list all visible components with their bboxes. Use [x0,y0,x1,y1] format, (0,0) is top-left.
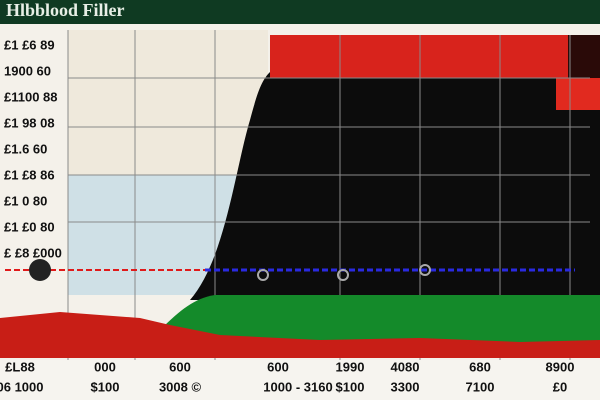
x-label: 3300 [391,379,420,394]
beige-panel [68,30,268,175]
y-label: £1 £0 80 [4,219,55,234]
x-label: 680 [469,359,491,374]
x-label: 3008 © [159,379,202,394]
x-label: £L88 [5,359,35,374]
x-label: $100 [91,379,120,394]
x-label: 06 1000 [0,379,44,394]
x-label: £0 [553,379,567,394]
y-label: £1 0 80 [4,193,47,208]
y-label: 1900 60 [4,63,51,78]
x-label: 1000 - 3160 [263,379,332,394]
labels: £1 £6 89 1900 60 £1100 88 £1 98 08 £1.6 60 £1… [0,37,574,394]
header-bar [0,0,600,24]
x-axis-area [0,360,600,400]
y-label: £1.6 60 [4,141,47,156]
x-label: $100 [336,379,365,394]
x-label: 4080 [391,359,420,374]
x-label: 600 [267,359,289,374]
circle-markers [257,264,431,281]
y-label: £1100 88 [4,89,58,104]
red-wave [0,312,600,358]
marker-dot [29,259,51,281]
x-label: 8900 [546,359,575,374]
title: Hlbblood Filler [6,0,125,20]
x-label: 000 [94,359,116,374]
x-label: 7100 [466,379,495,394]
y-label: £1 £6 89 [4,37,55,52]
green-band [160,295,600,345]
x-label: 600 [169,359,191,374]
red-block [556,78,600,110]
y-label: £1 98 08 [4,115,55,130]
y-label: £1 £8 86 [4,167,55,182]
dark-area [190,72,600,300]
y-label: £ £8 £000 [4,245,62,260]
x-label: 1990 [336,359,365,374]
dark-block [568,35,600,78]
